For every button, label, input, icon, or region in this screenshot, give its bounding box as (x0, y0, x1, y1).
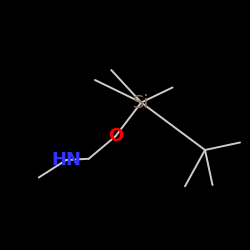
Text: HN: HN (51, 151, 81, 169)
Text: Si: Si (133, 94, 150, 112)
Text: O: O (108, 127, 123, 145)
